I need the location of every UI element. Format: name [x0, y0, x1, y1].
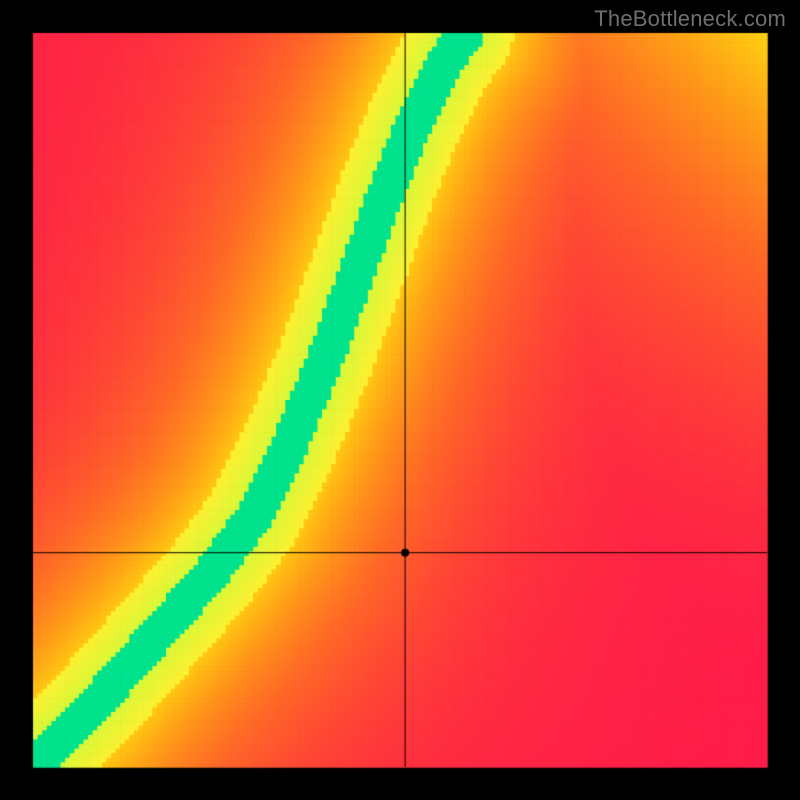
watermark-text: TheBottleneck.com [594, 6, 786, 32]
chart-frame: TheBottleneck.com [0, 0, 800, 800]
heatmap-canvas [0, 0, 800, 800]
